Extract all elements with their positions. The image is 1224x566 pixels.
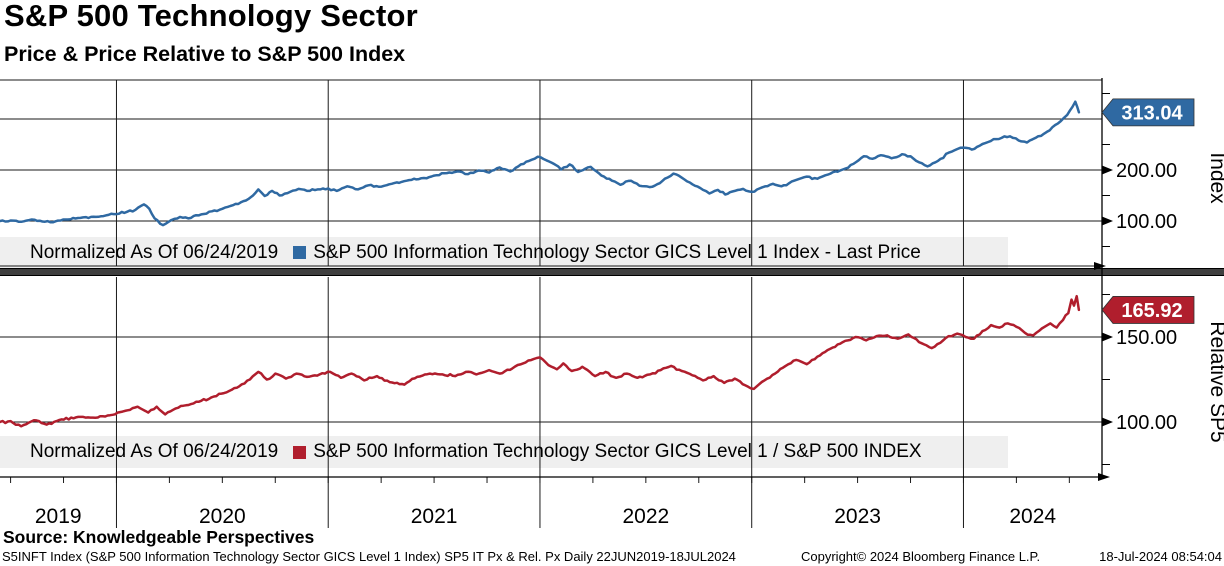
last-price-tag-value-relative: 165.92	[1121, 300, 1182, 322]
y-tick-label: 150.00	[1116, 327, 1177, 349]
y-tick-arrow	[1102, 165, 1113, 175]
series-swatch-relative	[293, 445, 307, 459]
x-year-label: 2019	[35, 505, 82, 528]
x-year-label: 2020	[199, 505, 246, 528]
y-tick-arrow	[1102, 332, 1113, 342]
y-tick-arrow	[1102, 216, 1113, 226]
legend-price-panel: Normalized As Of 06/24/2019 S&P 500 Info…	[0, 237, 1008, 268]
y-tick-arrow	[1102, 417, 1113, 427]
series-line-price	[0, 100, 1081, 227]
panel-divider	[0, 268, 1224, 276]
y-tick-label: 100.00	[1116, 412, 1177, 434]
source-line: Source: Knowledgeable Perspectives	[3, 527, 315, 547]
normalized-label: Normalized As Of 06/24/2019	[30, 241, 279, 263]
footer-copyright: Copyright© 2024 Bloomberg Finance L.P.	[801, 549, 1041, 564]
legend-series-label-relative: S&P 500 Information Technology Sector GI…	[313, 441, 922, 462]
x-year-label: 2022	[622, 505, 669, 528]
legend-background	[0, 237, 1008, 268]
series-line-relative	[0, 294, 1081, 428]
axis-arrow	[1094, 262, 1106, 270]
chart-subtitle: Price & Price Relative to S&P 500 Index	[4, 42, 406, 66]
normalized-label: Normalized As Of 06/24/2019	[30, 441, 279, 462]
chart-title: S&P 500 Technology Sector	[4, 0, 418, 33]
y-tick-label: 100.00	[1116, 211, 1177, 233]
last-price-tag-value-price: 313.04	[1121, 102, 1183, 124]
footer-security-description: S5INFT Index (S&P 500 Information Techno…	[2, 549, 736, 564]
legend-background	[0, 436, 1008, 468]
x-year-label: 2023	[834, 505, 881, 528]
x-year-label: 2021	[411, 505, 458, 528]
legend-relative-panel: Normalized As Of 06/24/2019 S&P 500 Info…	[0, 436, 1008, 468]
legend-series-label-price: S&P 500 Information Technology Sector GI…	[313, 241, 921, 263]
y-tick-label: 200.00	[1116, 160, 1177, 182]
axis-arrow	[1098, 473, 1110, 481]
x-year-label: 2024	[1009, 505, 1056, 528]
last-price-tag-relative	[1101, 296, 1195, 324]
series-swatch-price	[293, 246, 307, 259]
y-axis-title-price: Index	[1206, 152, 1224, 204]
last-price-tag-price	[1101, 98, 1195, 127]
footer-timestamp: 18-Jul-2024 08:54:04	[1099, 549, 1222, 564]
y-axis-title-relative: Relative SP5	[1206, 321, 1224, 442]
